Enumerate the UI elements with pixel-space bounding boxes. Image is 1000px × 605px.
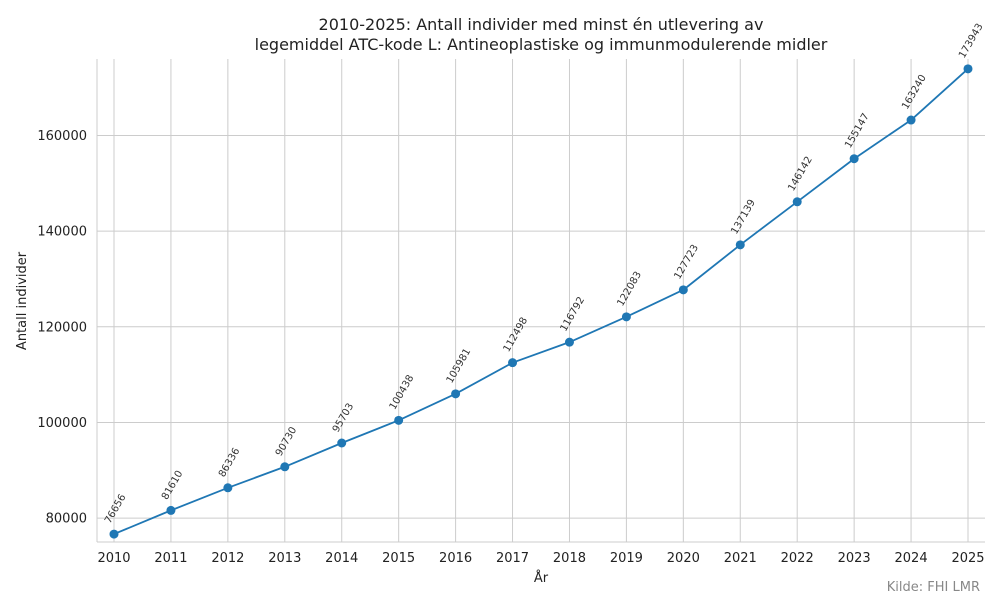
data-label: 86336 [217, 446, 242, 479]
chart-title-line-1: 2010-2025: Antall individer med minst én… [319, 15, 764, 34]
data-point [678, 285, 688, 295]
x-tick-label: 2018 [553, 551, 586, 566]
data-label: 173943 [957, 22, 986, 61]
data-point [792, 197, 802, 207]
x-tick-label: 2016 [439, 551, 472, 566]
data-point [508, 358, 518, 368]
y-tick-label: 100000 [37, 416, 87, 431]
data-label: 76656 [103, 493, 128, 526]
y-tick-label: 140000 [37, 225, 87, 240]
axis-layer: 2010 2011 2012 2013 2014 2015 2016 2017 2018 2019… [37, 59, 985, 566]
x-tick-label: 2020 [667, 551, 700, 566]
x-tick-label: 2015 [382, 551, 415, 566]
data-point [166, 505, 176, 515]
data-label: 100438 [388, 373, 417, 412]
data-label: 105981 [445, 347, 474, 386]
data-point [280, 462, 290, 472]
data-point [963, 64, 973, 74]
data-label: 155147 [843, 112, 872, 151]
x-tick-label: 2010 [97, 551, 130, 566]
x-tick-label: 2019 [610, 551, 643, 566]
source-note: Kilde: FHI LMR [887, 580, 980, 595]
x-axis-title: År [534, 570, 549, 586]
x-tick-label: 2022 [781, 551, 814, 566]
data-label: 122083 [615, 270, 644, 309]
data-label: 163240 [900, 73, 929, 112]
x-tick-label: 2021 [724, 551, 757, 566]
data-point [451, 389, 461, 399]
y-tick-label: 120000 [37, 320, 87, 335]
data-point [394, 415, 404, 425]
data-label: 146142 [786, 155, 815, 194]
y-tick-label: 160000 [37, 129, 87, 144]
data-label: 116792 [559, 295, 588, 334]
x-tick-label: 2025 [951, 551, 984, 566]
x-tick-label: 2011 [154, 551, 187, 566]
data-label: 112498 [502, 316, 531, 355]
data-point [735, 240, 745, 250]
x-tick-label: 2014 [325, 551, 358, 566]
y-axis-title: Antall individer [15, 251, 30, 350]
data-label: 81610 [160, 469, 185, 502]
grid-layer [97, 59, 985, 542]
x-tick-label: 2024 [895, 551, 928, 566]
x-tick-label: 2012 [211, 551, 244, 566]
data-point [906, 115, 916, 125]
data-label-layer: 76656 81610 86336 90730 95703 100438 105981 112… [103, 22, 986, 526]
x-tick-label: 2013 [268, 551, 301, 566]
y-tick-label: 80000 [46, 512, 87, 527]
x-tick-label: 2017 [496, 551, 529, 566]
data-point [621, 312, 631, 322]
data-label: 95703 [331, 401, 356, 434]
data-point [564, 337, 574, 347]
data-point [223, 483, 233, 493]
data-point [337, 438, 347, 448]
data-label: 137139 [729, 198, 758, 237]
data-point [109, 529, 119, 539]
data-label: 127723 [672, 243, 701, 282]
data-point [849, 154, 859, 164]
data-label: 90730 [274, 425, 299, 458]
series-line [113, 68, 969, 535]
chart-title-line-2: legemiddel ATC-kode L: Antineoplastiske … [255, 35, 828, 54]
x-tick-label: 2023 [838, 551, 871, 566]
series-layer [109, 64, 973, 539]
